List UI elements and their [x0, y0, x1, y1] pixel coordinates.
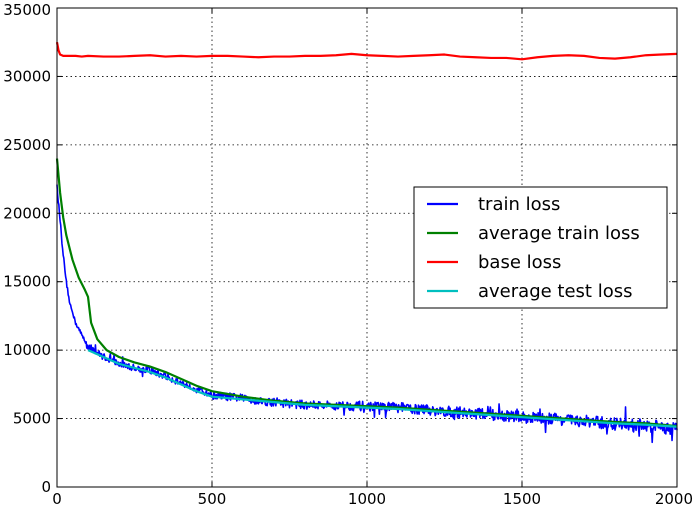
y-tick-label: 35000 — [3, 1, 51, 19]
x-tick-label: 500 — [198, 490, 227, 508]
y-tick-label: 5000 — [13, 410, 51, 428]
x-tick-label: 1000 — [348, 490, 386, 508]
y-tick-label: 30000 — [3, 67, 51, 85]
y-tick-label: 10000 — [3, 341, 51, 359]
y-tick-label: 0 — [41, 478, 51, 496]
axis-ticks: 0 500 1000 1500 2000050001000015000200002500… — [3, 1, 693, 508]
legend-label: average train loss — [478, 223, 640, 244]
legend-label: train loss — [478, 194, 560, 215]
y-tick-label: 15000 — [3, 273, 51, 291]
series-line-average-test-loss — [87, 349, 678, 428]
legend-box — [413, 186, 668, 309]
series-line-base-loss — [55, 42, 678, 61]
series-line-average-train-loss — [55, 158, 678, 428]
y-tick-label: 25000 — [3, 136, 51, 154]
y-tick-label: 20000 — [3, 204, 51, 222]
legend-label: base loss — [478, 252, 561, 273]
x-tick-label: 1500 — [503, 490, 541, 508]
series-lines — [55, 42, 678, 444]
legend: train loss average train loss base loss ave… — [413, 186, 668, 309]
legend-label: average test loss — [478, 281, 632, 302]
x-tick-label: 2000 — [655, 490, 693, 508]
x-tick-label: 0 — [52, 490, 62, 508]
